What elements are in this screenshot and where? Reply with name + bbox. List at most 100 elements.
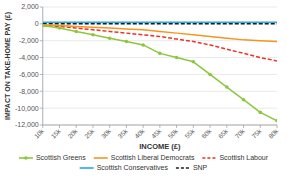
line <box>43 26 277 121</box>
x-tick <box>193 125 194 128</box>
x-axis-line <box>43 125 277 126</box>
x-tick-label: 20k <box>66 127 79 140</box>
x-tick <box>76 125 77 128</box>
series <box>43 26 277 61</box>
y-tick <box>40 23 43 24</box>
line <box>43 26 277 61</box>
chart: Scottish Greens Scottish Liberal Democrat… <box>0 0 287 176</box>
x-tick-label: 25k <box>83 127 96 140</box>
y-tick <box>40 91 43 92</box>
point <box>258 111 262 115</box>
grid-line <box>43 23 277 24</box>
y-tick-label: -4,000 <box>19 54 39 61</box>
grid-line <box>43 74 277 75</box>
grid-line <box>43 108 277 109</box>
x-tick <box>126 125 127 128</box>
point <box>208 73 212 77</box>
legend-swatch <box>202 157 216 159</box>
legend-label: Scottish Greens <box>36 154 86 161</box>
point <box>108 36 112 40</box>
point <box>192 60 196 64</box>
legend-swatch <box>176 167 190 169</box>
y-tick-label: -10,000 <box>15 105 39 112</box>
x-tick-label: 10k <box>33 127 46 140</box>
legend-marker <box>24 156 28 160</box>
point <box>141 43 145 47</box>
x-tick-label: 40k <box>133 127 146 140</box>
y-tick <box>40 108 43 109</box>
grid-line <box>43 91 277 92</box>
x-tick <box>243 125 244 128</box>
legend-item: Scottish Liberal Democrats <box>94 154 195 161</box>
point <box>58 26 62 30</box>
y-tick-label: 0 <box>35 20 39 27</box>
x-tick <box>226 125 227 128</box>
legend-swatch <box>80 167 94 169</box>
grid-line <box>43 7 277 8</box>
legend-label: Scottish Conservatives <box>97 164 169 171</box>
legend-item: Scottish Conservatives <box>80 164 169 171</box>
x-tick <box>143 125 144 128</box>
x-tick <box>159 125 160 128</box>
legend-label: Scottish Labour <box>219 154 268 161</box>
x-tick-label: 65k <box>217 127 230 140</box>
x-tick-label: 75k <box>250 127 263 140</box>
point <box>242 98 246 102</box>
x-tick-label: 15k <box>49 127 62 140</box>
x-tick <box>109 125 110 128</box>
y-tick <box>40 40 43 41</box>
plot-area <box>43 22 277 122</box>
legend-swatch <box>94 157 108 159</box>
y-tick <box>40 7 43 8</box>
y-tick <box>40 125 43 126</box>
point <box>125 40 129 44</box>
legend-label: Scottish Liberal Democrats <box>111 154 195 161</box>
x-tick <box>59 125 60 128</box>
line <box>43 23 277 25</box>
point <box>275 119 277 123</box>
x-tick <box>42 125 43 128</box>
x-tick <box>92 125 93 128</box>
legend: Scottish Greens Scottish Liberal Democrat… <box>19 154 269 171</box>
y-tick <box>40 57 43 58</box>
y-tick <box>40 74 43 75</box>
x-tick <box>210 125 211 128</box>
grid-line <box>43 57 277 58</box>
point <box>74 30 78 34</box>
series <box>43 25 277 42</box>
point <box>43 24 45 28</box>
series <box>43 22 277 23</box>
line <box>43 25 277 42</box>
point <box>91 33 95 37</box>
x-tick-label: 35k <box>116 127 129 140</box>
x-tick <box>176 125 177 128</box>
x-tick-label: 80k <box>267 127 280 140</box>
x-tick-label: 70k <box>233 127 246 140</box>
point <box>225 85 229 89</box>
x-tick <box>260 125 261 128</box>
legend-item: SNP <box>176 164 208 171</box>
point <box>175 56 179 60</box>
y-tick-label: -6,000 <box>19 71 39 78</box>
x-axis-label: INCOME (£) <box>139 142 181 151</box>
axes: 2,000 0 -2,000 -4,000 -6,000 -8,000 -10,000 -12… <box>15 3 280 139</box>
y-tick-label: -2,000 <box>19 37 39 44</box>
point <box>158 52 162 56</box>
x-tick-label: 30k <box>100 127 113 140</box>
legend-item: Scottish Greens <box>19 154 86 161</box>
x-tick-label: 50k <box>167 127 180 140</box>
grid <box>43 7 277 125</box>
series <box>43 23 277 24</box>
x-tick <box>277 125 278 128</box>
x-tick-label: 60k <box>200 127 213 140</box>
y-axis-label: IMPACT ON TAKE-HOME PAY (£) <box>4 12 12 120</box>
y-tick-label: 2,000 <box>21 3 39 10</box>
y-tick-label: -8,000 <box>19 88 39 95</box>
legend-item: Scottish Labour <box>202 154 268 161</box>
series <box>43 24 277 123</box>
x-tick-label: 55k <box>183 127 196 140</box>
grid-line <box>43 125 277 126</box>
y-tick-label: -12,000 <box>15 121 39 128</box>
line <box>43 21 277 23</box>
legend-label: SNP <box>193 164 208 171</box>
